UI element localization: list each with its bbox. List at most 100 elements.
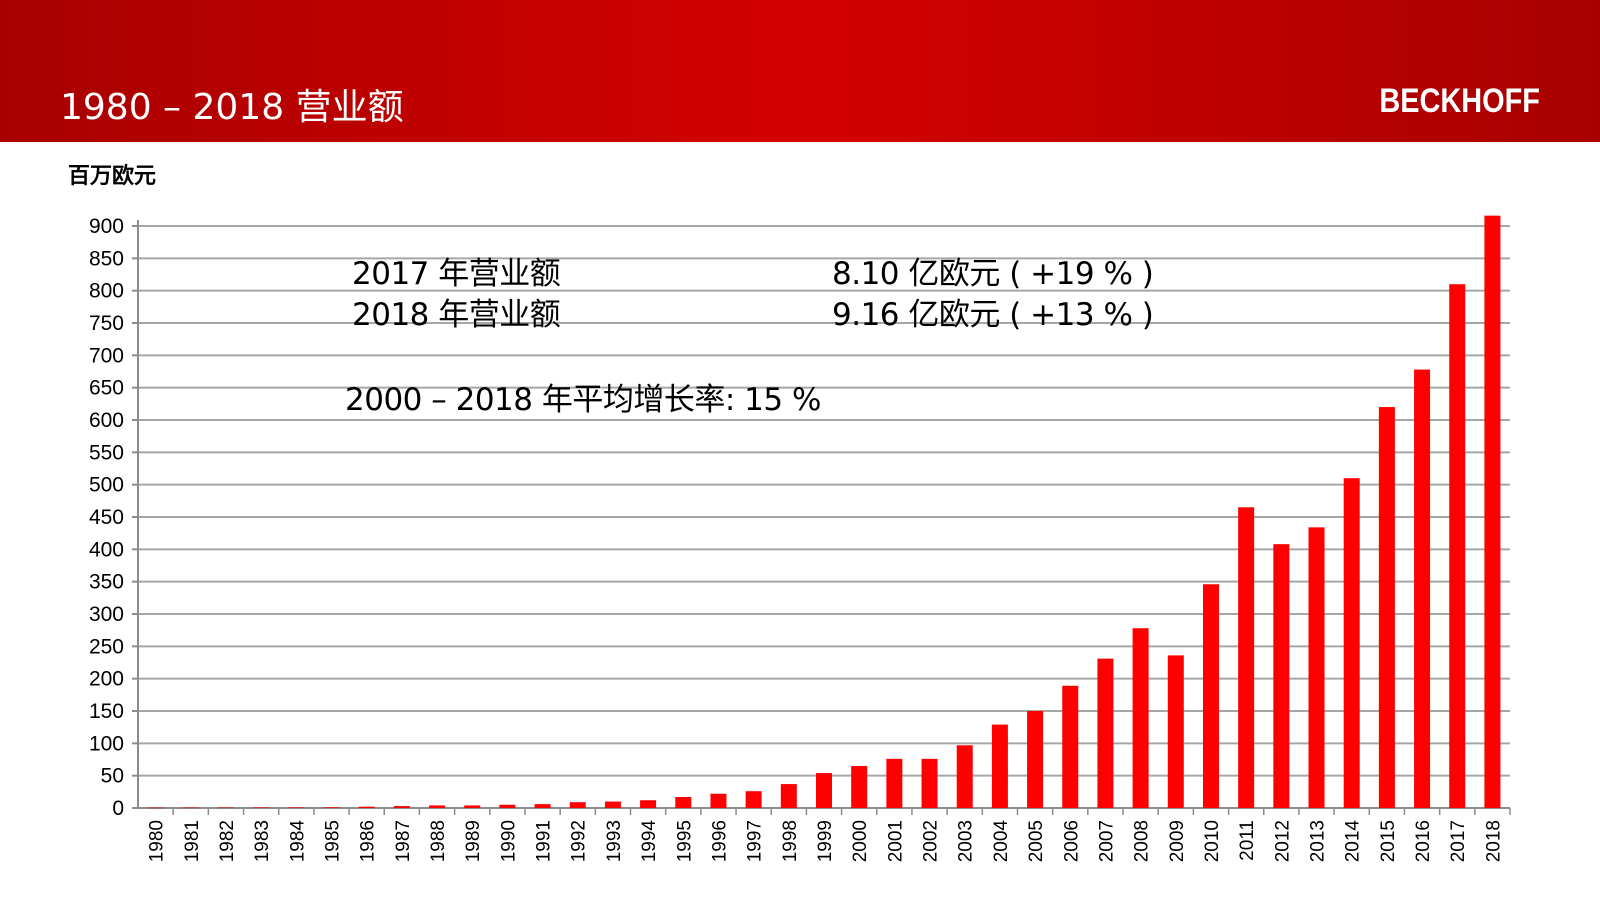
y-tick-label: 400 (89, 538, 124, 561)
x-tick-label: 2012 (1272, 820, 1293, 862)
y-tick-label: 350 (89, 571, 124, 594)
x-tick-label: 1999 (815, 820, 836, 862)
x-tick-label: 2018 (1483, 820, 1504, 862)
x-tick-label: 2000 (850, 820, 871, 862)
bar-2002 (921, 758, 938, 808)
x-tick-label: 1993 (604, 820, 625, 862)
x-tick-label: 2009 (1167, 820, 1188, 862)
x-tick-label: 1998 (780, 820, 801, 862)
bar-2004 (991, 724, 1008, 808)
bar-1984 (288, 807, 305, 808)
x-tick-label: 2014 (1343, 820, 1364, 863)
bar-2012 (1273, 544, 1290, 808)
y-tick-label: 0 (112, 797, 124, 820)
x-tick-label: 1982 (217, 820, 238, 862)
x-tick-label: 2017 (1448, 820, 1469, 862)
y-tick-label: 750 (89, 312, 124, 335)
beckhoff-logo: BECKHOFF (1379, 82, 1540, 120)
annotation-2017-label: 2017 年营业额 (352, 256, 561, 292)
y-tick-label: 600 (89, 409, 124, 432)
bar-2003 (956, 745, 973, 808)
x-tick-label: 2011 (1237, 820, 1258, 861)
bar-2018 (1484, 215, 1501, 809)
bar-2001 (886, 758, 903, 808)
bar-1997 (745, 791, 762, 808)
y-tick-label: 250 (89, 635, 124, 658)
x-tick-label: 1994 (639, 820, 660, 863)
x-tick-label: 2007 (1096, 820, 1117, 862)
x-tick-label: 2008 (1132, 820, 1153, 862)
bar-1994 (640, 800, 657, 808)
bar-1990 (499, 804, 516, 808)
x-tick-label: 1986 (358, 820, 379, 862)
annotation-growth-rate: 2000 – 2018 年平均增长率: 15 % (345, 382, 821, 418)
y-tick-label: 150 (89, 700, 124, 723)
bar-2010 (1202, 584, 1219, 808)
bar-1982 (217, 807, 234, 809)
bar-1981 (182, 807, 199, 809)
x-tick-label: 2006 (1061, 820, 1082, 862)
bar-1980 (147, 807, 164, 809)
x-tick-label: 2001 (885, 820, 906, 862)
x-tick-label: 1980 (147, 820, 168, 862)
x-tick-label: 1996 (709, 820, 730, 862)
bar-1993 (604, 801, 621, 808)
y-tick-label: 650 (89, 377, 124, 400)
annotation-2018-label: 2018 年营业额 (352, 297, 561, 333)
y-tick-label: 500 (89, 474, 124, 497)
y-tick-label: 800 (89, 280, 124, 303)
bar-1998 (780, 784, 797, 808)
bar-2006 (1062, 685, 1079, 808)
y-tick-label: 450 (89, 506, 124, 529)
x-tick-label: 1991 (534, 820, 555, 862)
x-tick-label: 2016 (1413, 820, 1434, 862)
bar-1995 (675, 797, 692, 808)
bar-1989 (464, 805, 481, 808)
x-tick-label: 2015 (1378, 820, 1399, 862)
y-tick-label: 700 (89, 344, 124, 367)
x-tick-label: 1995 (674, 820, 695, 862)
x-tick-label: 1992 (569, 820, 590, 862)
x-tick-label: 1981 (182, 820, 203, 862)
bar-1987 (393, 806, 410, 808)
bar-2005 (1027, 711, 1044, 808)
y-tick-label: 550 (89, 441, 124, 464)
y-tick-label: 300 (89, 603, 124, 626)
x-tick-label: 1988 (428, 820, 449, 862)
bar-1983 (253, 807, 270, 808)
annotation-2017-value: 8.10 亿欧元 ( +19 % ) (832, 256, 1154, 292)
x-tick-label: 2003 (956, 820, 977, 862)
y-axis-unit-label: 百万欧元 (68, 164, 157, 189)
y-tick-label: 850 (89, 247, 124, 270)
header-bar: 1980 – 2018 营业额 BECKHOFF (0, 0, 1600, 142)
y-tick-label: 900 (89, 215, 124, 238)
x-tick-label: 1989 (463, 820, 484, 862)
annotation-2018-value: 9.16 亿欧元 ( +13 % ) (832, 297, 1154, 333)
y-tick-label: 50 (101, 765, 124, 788)
bar-1991 (534, 804, 551, 808)
bar-1988 (429, 805, 446, 808)
bar-1992 (569, 802, 586, 808)
bar-2009 (1167, 655, 1184, 808)
x-tick-label: 1997 (745, 820, 766, 862)
bar-2008 (1132, 628, 1149, 808)
x-tick-label: 1984 (287, 820, 308, 863)
bar-2016 (1414, 369, 1431, 808)
x-tick-label: 2004 (991, 820, 1012, 863)
x-tick-label: 2002 (921, 820, 942, 862)
bar-1985 (323, 807, 340, 808)
y-tick-label: 200 (89, 668, 124, 691)
x-tick-label: 1987 (393, 820, 414, 862)
bar-2011 (1238, 507, 1255, 808)
x-tick-label: 2010 (1202, 820, 1223, 862)
x-tick-label: 2013 (1308, 820, 1329, 862)
bar-1996 (710, 793, 727, 808)
bar-1999 (816, 773, 832, 808)
x-tick-label: 2005 (1026, 820, 1047, 862)
x-tick-label: 1985 (322, 820, 343, 862)
bar-2013 (1308, 527, 1325, 808)
x-tick-label: 1983 (252, 820, 273, 862)
bar-2017 (1449, 284, 1466, 808)
x-tick-label: 1990 (498, 820, 519, 862)
